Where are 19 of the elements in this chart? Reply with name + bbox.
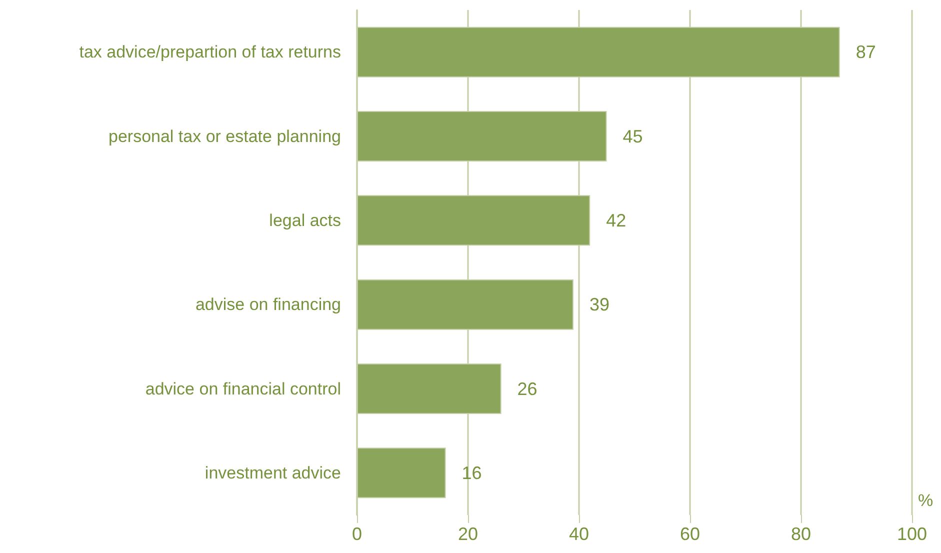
x-tick-label: 60	[680, 524, 700, 544]
y-tick-label: personal tax or estate planning	[108, 126, 341, 146]
data-label: 87	[856, 42, 876, 62]
data-label: 39	[589, 294, 610, 315]
y-tick-label: tax advice/prepartion of tax returns	[79, 42, 341, 62]
x-tick-label: 80	[790, 524, 812, 544]
data-label: 16	[462, 462, 482, 483]
x-tick-label: 40	[568, 524, 590, 544]
x-tick-label: 0	[352, 524, 362, 544]
y-tick-label: advice on financial control	[145, 379, 341, 398]
y-tick-label: advise on financing	[195, 295, 341, 314]
y-tick-label: legal acts	[269, 210, 341, 230]
data-label: 42	[606, 210, 626, 230]
y-tick-label: investment advice	[204, 463, 341, 482]
data-label: 45	[622, 126, 643, 146]
data-label: 26	[517, 378, 538, 399]
x-axis-title: %	[918, 491, 934, 510]
x-tick-label: 100	[896, 524, 928, 544]
x-tick-label: 20	[458, 524, 478, 544]
